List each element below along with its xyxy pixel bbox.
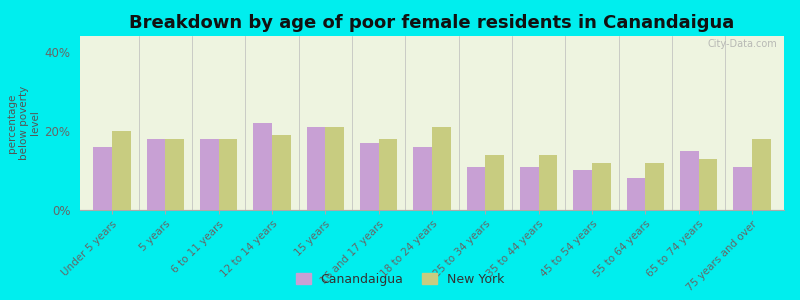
Bar [592, 163, 610, 210]
Bar [414, 147, 432, 210]
Legend: Canandaigua, New York: Canandaigua, New York [290, 268, 510, 291]
Bar [378, 139, 398, 210]
Title: Breakdown by age of poor female residents in Canandaigua: Breakdown by age of poor female resident… [130, 14, 734, 32]
Bar [254, 123, 272, 210]
Bar [218, 139, 238, 210]
Bar [306, 127, 326, 210]
Bar [646, 163, 664, 210]
Bar [146, 139, 166, 210]
Bar [680, 151, 698, 210]
Bar [538, 154, 558, 210]
Bar [94, 147, 112, 210]
Bar [698, 159, 718, 210]
Bar [432, 127, 450, 210]
Bar [272, 135, 290, 210]
Bar [112, 131, 130, 210]
Bar [326, 127, 344, 210]
Bar [734, 167, 752, 210]
Bar [466, 167, 486, 210]
Bar [752, 139, 770, 210]
Bar [574, 170, 592, 210]
Bar [486, 154, 504, 210]
Y-axis label: percentage
below poverty
level: percentage below poverty level [7, 86, 40, 160]
Bar [360, 143, 378, 210]
Bar [166, 139, 184, 210]
Bar [520, 167, 538, 210]
Text: City-Data.com: City-Data.com [707, 40, 777, 50]
Bar [626, 178, 646, 210]
Bar [200, 139, 218, 210]
